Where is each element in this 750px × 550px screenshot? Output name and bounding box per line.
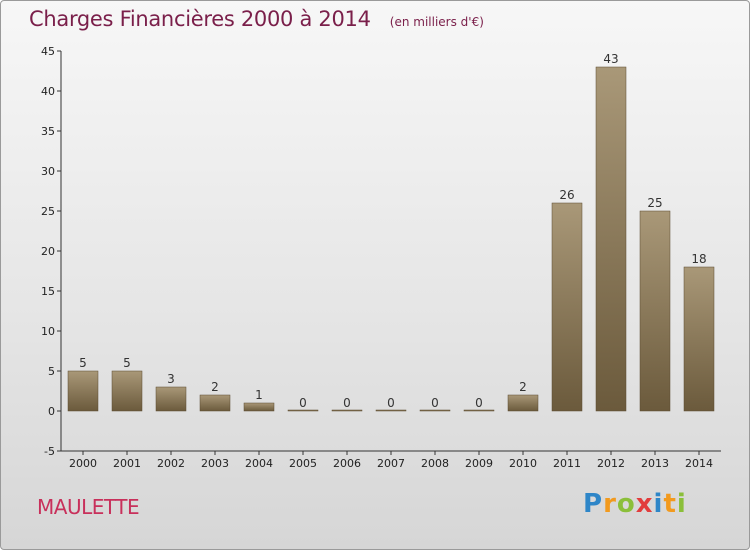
- logo-letter: P: [583, 489, 604, 519]
- chart-header: Charges Financières 2000 à 2014 (en mill…: [29, 7, 484, 31]
- bar: [67, 370, 99, 412]
- y-tick-label: 35: [41, 125, 55, 138]
- x-tick-label: 2004: [245, 457, 273, 470]
- logo-letter: x: [635, 489, 654, 519]
- bar: [375, 409, 407, 412]
- y-tick-label: 25: [41, 205, 55, 218]
- bar-value-label: 5: [123, 356, 131, 370]
- x-tick-label: 2009: [465, 457, 493, 470]
- bar-value-label: 3: [167, 372, 175, 386]
- y-tick-label: 20: [41, 245, 55, 258]
- bar-value-label: 18: [691, 252, 706, 266]
- bar: [287, 409, 319, 412]
- y-tick-label: 30: [41, 165, 55, 178]
- bar: [507, 394, 539, 412]
- chart-title: Charges Financières 2000 à 2014: [29, 7, 371, 31]
- bar: [551, 202, 583, 412]
- place-name: MAULETTE: [37, 495, 140, 519]
- y-tick-label: 45: [41, 45, 55, 58]
- bar: [419, 409, 451, 412]
- y-tick-label: 15: [41, 285, 55, 298]
- bar-value-label: 43: [603, 52, 618, 66]
- bar: [199, 394, 231, 412]
- bar-value-label: 1: [255, 388, 263, 402]
- x-tick-label: 2006: [333, 457, 361, 470]
- x-tick-label: 2010: [509, 457, 537, 470]
- x-tick-label: 2012: [597, 457, 625, 470]
- y-tick-label: 5: [48, 365, 55, 378]
- bar-value-label: 0: [387, 396, 395, 410]
- chart-labels: 5 5 3 2 1 0 0 0 0 0 2 26 43 25 18: [79, 52, 706, 410]
- y-tick-label: 10: [41, 325, 55, 338]
- x-tick-label: 2002: [157, 457, 185, 470]
- proxiti-logo[interactable]: Proxiti: [583, 489, 687, 519]
- bar: [595, 66, 627, 412]
- y-tick-label: 40: [41, 85, 55, 98]
- bar: [111, 370, 143, 412]
- bar: [639, 210, 671, 412]
- y-tick-label: 0: [48, 405, 55, 418]
- logo-letter: i: [676, 489, 687, 519]
- bar: [463, 409, 495, 412]
- bar-value-label: 0: [431, 396, 439, 410]
- x-tick-label: 2003: [201, 457, 229, 470]
- x-tick-label: 2000: [69, 457, 97, 470]
- bar-value-label: 26: [559, 188, 574, 202]
- bar: [331, 409, 363, 412]
- bar: [243, 402, 275, 412]
- logo-letter: i: [653, 489, 664, 519]
- x-tick-label: 2011: [553, 457, 581, 470]
- x-tick-label: 2013: [641, 457, 669, 470]
- bar-value-label: 0: [299, 396, 307, 410]
- x-tick-label: 2008: [421, 457, 449, 470]
- bar-value-label: 25: [647, 196, 662, 210]
- bar: [683, 266, 715, 412]
- bar: [155, 386, 187, 412]
- x-tick-label: 2014: [685, 457, 713, 470]
- x-tick-label: 2007: [377, 457, 405, 470]
- chart-subtitle: (en milliers d'€): [389, 15, 484, 29]
- bar-value-label: 2: [519, 380, 527, 394]
- bar-value-label: 5: [79, 356, 87, 370]
- x-tick-label: 2005: [289, 457, 317, 470]
- logo-letter: o: [616, 489, 636, 519]
- bar-value-label: 0: [343, 396, 351, 410]
- chart-bars: [67, 66, 715, 412]
- logo-letter: t: [663, 489, 677, 519]
- x-tick-label: 2001: [113, 457, 141, 470]
- bar-value-label: 0: [475, 396, 483, 410]
- logo-letter: r: [603, 489, 617, 519]
- y-tick-label: -5: [44, 445, 55, 458]
- bar-value-label: 2: [211, 380, 219, 394]
